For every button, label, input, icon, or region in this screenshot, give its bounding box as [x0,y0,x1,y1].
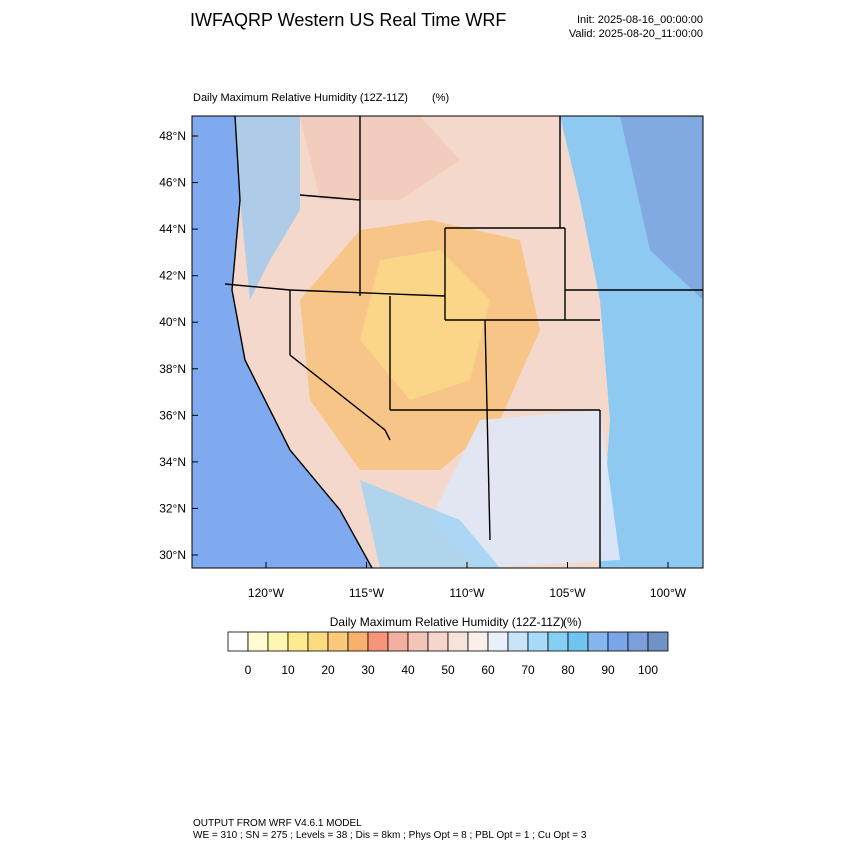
colorbar-box [627,631,649,652]
colorbar-tick-label: 50 [441,663,455,677]
footer-line: WE = 310 ; SN = 275 ; Levels = 38 ; Dis … [193,830,587,841]
colorbar-box [467,631,489,652]
lat-tick-label: 44°N [159,222,186,236]
map-frame [191,115,704,569]
valid-time: Valid: 2025-08-20_11:00:00 [569,28,703,40]
footer-line: OUTPUT FROM WRF V4.6.1 MODEL [193,818,362,829]
colorbar-box [647,631,669,652]
colorbar-box [607,631,629,652]
colorbar-units: (%) [563,615,582,629]
lat-tick-label: 46°N [159,176,186,190]
colorbar-box [547,631,569,652]
lat-tick-label: 40°N [159,315,186,329]
map-field [192,116,703,568]
lat-tick-label: 42°N [159,269,186,283]
colorbar-box [307,631,329,652]
colorbar-box [587,631,609,652]
lat-tick-label: 30°N [159,548,186,562]
init-time: Init: 2025-08-16_00:00:00 [577,14,703,26]
colorbar-tick-label: 0 [245,663,252,677]
colorbar-title: Daily Maximum Relative Humidity (12Z-11Z… [330,615,565,629]
colorbar-tick-label: 100 [638,663,658,677]
colorbar-box [287,631,309,652]
lat-tick-label: 32°N [159,501,186,515]
colorbar-box [507,631,529,652]
lat-tick-label: 38°N [159,362,186,376]
lon-tick-label: 100°W [650,586,687,600]
lat-tick-label: 48°N [159,129,186,143]
map-title: Daily Maximum Relative Humidity (12Z-11Z… [193,92,408,104]
title: IWFAQRP Western US Real Time WRF [190,10,506,30]
lon-tick-label: 120°W [248,586,285,600]
colorbar-box [527,631,549,652]
colorbar-box [367,631,389,652]
lon-tick-label: 105°W [549,586,586,600]
colorbar-box [427,631,449,652]
colorbar-box [387,631,409,652]
colorbar-box [227,631,249,652]
colorbar-box [347,631,369,652]
colorbar-box [247,631,269,652]
colorbar-tick-label: 20 [321,663,335,677]
colorbar-box [567,631,589,652]
colorbar-tick-label: 10 [281,663,295,677]
colorbar-tick-label: 90 [601,663,615,677]
colorbar-tick-label: 40 [401,663,415,677]
lon-tick-label: 110°W [449,586,485,600]
colorbar-box [327,631,349,652]
colorbar-tick-label: 70 [521,663,535,677]
colorbar-tick-label: 30 [361,663,375,677]
map-units: (%) [432,92,449,104]
colorbar-box [267,631,289,652]
colorbar-tick-label: 80 [561,663,575,677]
lat-tick-label: 34°N [159,455,186,469]
colorbar-box [407,631,429,652]
lon-tick-label: 115°W [349,586,385,600]
colorbar-box [487,631,509,652]
lat-tick-label: 36°N [159,408,186,422]
colorbar-box [447,631,469,652]
colorbar-tick-label: 60 [481,663,495,677]
